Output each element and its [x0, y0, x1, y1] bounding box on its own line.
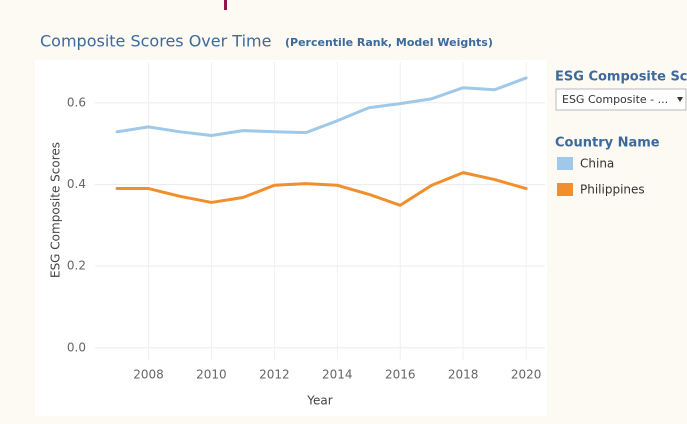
x-tick-label: 2012 — [259, 368, 290, 382]
x-tick-label: 2010 — [196, 368, 227, 382]
plot-panel — [35, 60, 547, 416]
legend-swatch — [557, 157, 573, 170]
filter-title: ESG Composite Sc... — [555, 70, 687, 85]
marker — [224, 0, 227, 10]
y-tick-label: 0.2 — [67, 259, 86, 273]
x-tick-label: 2016 — [385, 368, 416, 382]
chart-subtitle: (Percentile Rank, Model Weights) — [285, 36, 493, 49]
y-tick-label: 0.0 — [67, 340, 86, 354]
chart-title: Composite Scores Over Time — [40, 32, 271, 51]
legend-title: Country Name — [555, 136, 660, 151]
x-tick-label: 2014 — [322, 368, 353, 382]
legend-label: Philippines — [580, 183, 645, 197]
series-line — [115, 171, 528, 207]
x-axis-title: Year — [306, 394, 332, 408]
y-tick-label: 0.6 — [67, 95, 86, 109]
filter-dropdown[interactable] — [555, 88, 687, 111]
filter-value[interactable]: ESG Composite - ... — [562, 93, 668, 106]
x-tick-label: 2008 — [133, 368, 164, 382]
legend-swatch — [557, 183, 573, 196]
y-axis-title: ESG Composite Scores — [49, 142, 63, 278]
x-tick-label: 2018 — [448, 368, 479, 382]
series-line — [115, 76, 528, 137]
y-tick-label: 0.4 — [67, 177, 86, 191]
x-tick-label: 2020 — [511, 368, 542, 382]
dropdown-arrow[interactable] — [677, 97, 683, 102]
legend-label: China — [580, 157, 614, 171]
